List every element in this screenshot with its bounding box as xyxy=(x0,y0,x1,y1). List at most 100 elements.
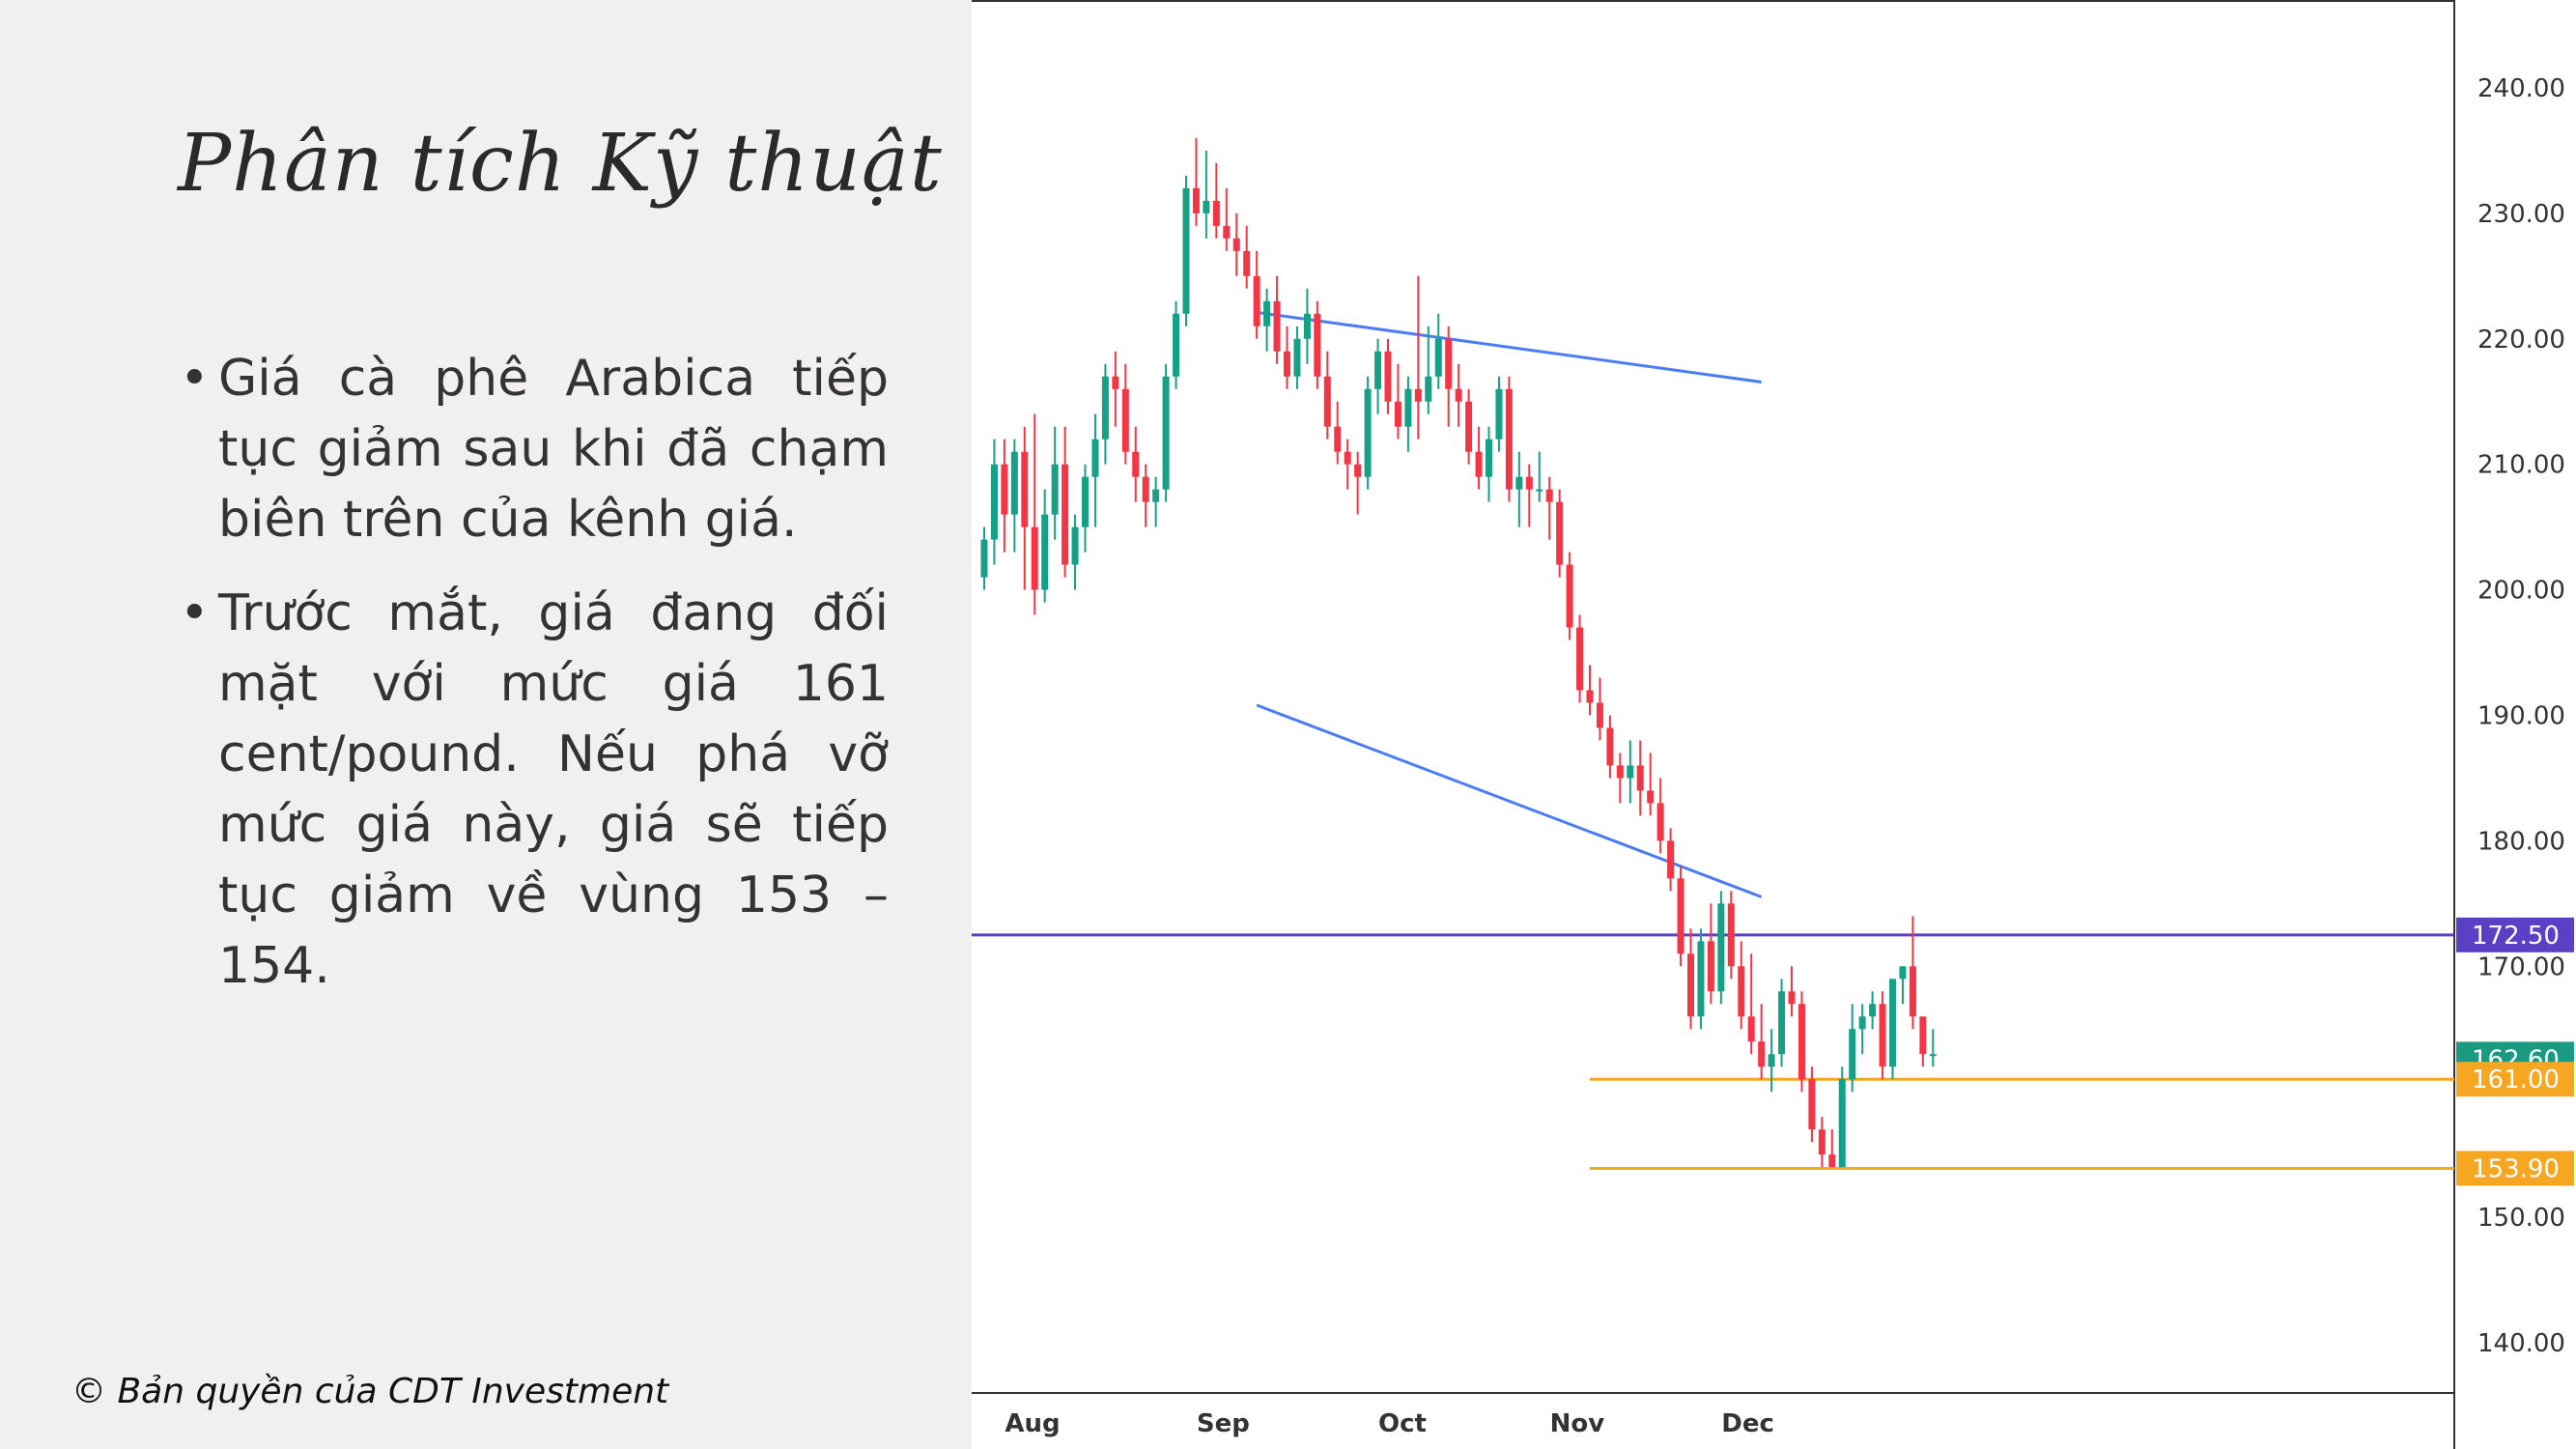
candle-up xyxy=(1536,489,1543,492)
candle-down xyxy=(1727,903,1735,967)
x-tick-label: Nov xyxy=(1550,1409,1605,1438)
candle-up xyxy=(980,539,988,578)
candle-down xyxy=(1919,1016,1927,1055)
candle-down xyxy=(1788,991,1796,1005)
candle-up xyxy=(1182,187,1190,314)
candle-down xyxy=(1445,338,1453,389)
candle-up xyxy=(990,464,998,540)
y-tick-label: 140.00 xyxy=(2477,1329,2565,1358)
candle-up xyxy=(1515,476,1523,490)
candle-up xyxy=(1173,313,1180,377)
candle-down xyxy=(1656,803,1664,841)
candle-up xyxy=(1152,489,1160,502)
candle-down xyxy=(1677,878,1684,954)
candle-down xyxy=(1314,313,1321,377)
candle-up xyxy=(1263,300,1271,327)
candle-down xyxy=(1747,1016,1755,1042)
candle-up xyxy=(1082,476,1089,527)
bullet-item: Giá cà phê Arabica tiếp tục giảm sau khi… xyxy=(180,344,889,555)
y-tick-label: 190.00 xyxy=(2477,701,2565,730)
candle-down xyxy=(1475,451,1483,477)
candle-up xyxy=(1869,1004,1877,1017)
copyright-note: © Bản quyền của CDT Investment xyxy=(71,1372,669,1411)
candle-down xyxy=(1556,501,1564,565)
candle-down xyxy=(1909,966,1916,1017)
candle-down xyxy=(1566,564,1573,628)
y-tick-label: 210.00 xyxy=(2477,451,2565,480)
candlestick-chart: 240.00 230.00 220.00 210.00 200.00 190.00 180.… xyxy=(972,0,2576,1449)
candle-down xyxy=(1031,526,1038,590)
candle-down xyxy=(1253,275,1260,327)
candle-down xyxy=(1707,941,1714,992)
chart-background xyxy=(972,0,2576,1449)
support-price-tag xyxy=(2456,1151,2574,1186)
candle-up xyxy=(1717,903,1725,992)
candle-up xyxy=(1425,376,1432,402)
candle-up xyxy=(1374,351,1382,389)
candle-down xyxy=(1354,464,1362,477)
candle-down xyxy=(1606,727,1614,766)
candle-down xyxy=(1112,376,1119,389)
candle-down xyxy=(1687,953,1694,1017)
support-price-tag-label: 153.90 xyxy=(2472,1154,2560,1183)
candle-down xyxy=(1273,300,1281,352)
candle-up xyxy=(1203,200,1210,213)
candle-up xyxy=(1838,1079,1846,1168)
page-title: Phân tích Kỹ thuật xyxy=(178,118,943,210)
candle-down xyxy=(1465,401,1473,452)
candle-down xyxy=(1223,225,1231,239)
x-tick-label: Oct xyxy=(1378,1409,1427,1438)
candle-up xyxy=(1495,388,1503,440)
candle-up xyxy=(1404,388,1412,427)
candle-up xyxy=(1768,1054,1775,1067)
candle-down xyxy=(1455,388,1462,402)
candle-up xyxy=(1434,338,1442,377)
candle-down xyxy=(1142,476,1149,502)
candle-down xyxy=(1596,702,1603,728)
candle-up xyxy=(1051,464,1059,515)
candle-down xyxy=(1062,464,1069,565)
y-tick-label: 170.00 xyxy=(2477,952,2565,981)
candle-up xyxy=(1697,941,1705,1017)
candle-up xyxy=(1858,1016,1866,1030)
candle-up xyxy=(1162,376,1170,490)
channel-upper-line xyxy=(1256,310,1762,384)
candle-up xyxy=(1778,991,1786,1055)
bullet-list: Giá cà phê Arabica tiếp tục giảm sau khi… xyxy=(180,344,889,1025)
candle-up xyxy=(1293,338,1301,377)
y-tick-label: 150.00 xyxy=(2477,1204,2565,1233)
text-panel: Phân tích Kỹ thuật Giá cà phê Arabica ti… xyxy=(0,0,972,1449)
candle-down xyxy=(1505,388,1513,490)
candle-up xyxy=(1091,439,1099,477)
candle-up xyxy=(1364,388,1372,477)
candle-down xyxy=(1798,1004,1805,1080)
candle-down xyxy=(1414,388,1422,402)
candle-up xyxy=(1486,439,1492,477)
candle-down xyxy=(1323,376,1331,427)
candle-down xyxy=(1001,464,1008,515)
candle-up xyxy=(1899,966,1907,980)
candle-down xyxy=(1738,966,1745,1017)
candle-up xyxy=(1929,1054,1937,1057)
candle-up xyxy=(1303,313,1311,339)
candle-down xyxy=(1616,765,1624,779)
bullet-item: Trước mắt, giá đang đối mặt với mức giá … xyxy=(180,579,889,1002)
candle-down xyxy=(1344,451,1351,465)
candle-down xyxy=(1758,1041,1766,1067)
candle-up xyxy=(1041,514,1049,590)
y-tick-label: 240.00 xyxy=(2477,74,2565,103)
candle-down xyxy=(1808,1079,1816,1130)
candle-up xyxy=(1010,451,1018,515)
candle-up xyxy=(1627,765,1634,779)
candle-down xyxy=(1132,451,1140,477)
y-tick-label: 220.00 xyxy=(2477,326,2565,355)
candle-down xyxy=(1667,840,1675,879)
support-price-tag xyxy=(2456,1062,2574,1097)
y-tick-label: 180.00 xyxy=(2477,827,2565,856)
candle-down xyxy=(1384,351,1392,402)
support-price-tag-label: 161.00 xyxy=(2472,1065,2560,1094)
candle-down xyxy=(1576,627,1584,691)
candle-down xyxy=(1284,351,1290,377)
chart-canvas: 240.00 230.00 220.00 210.00 200.00 190.00 180.… xyxy=(972,0,2576,1449)
x-tick-label: Sep xyxy=(1197,1409,1250,1438)
